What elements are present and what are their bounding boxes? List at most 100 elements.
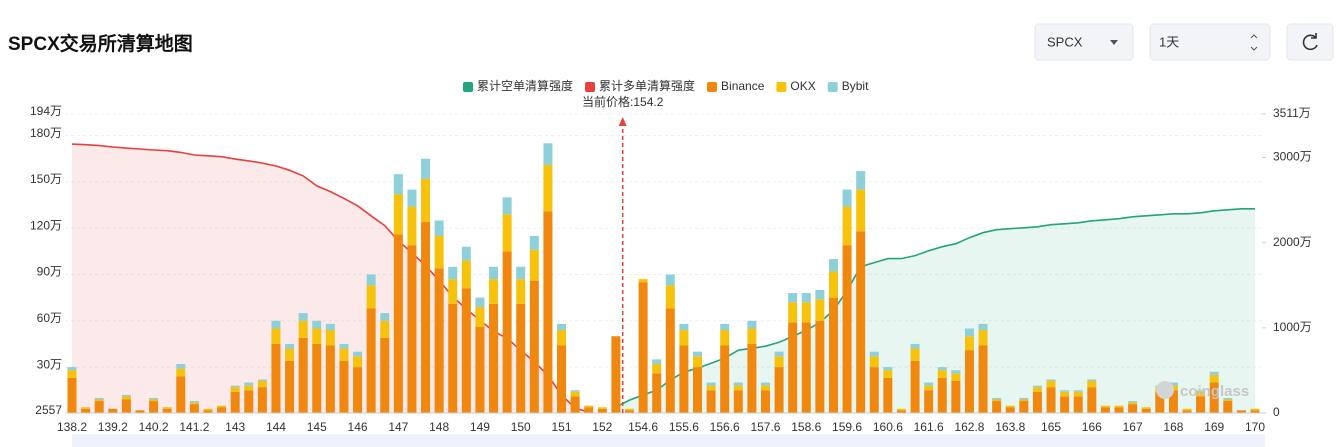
legend-label: Binance xyxy=(721,79,765,93)
refresh-button[interactable] xyxy=(1286,23,1334,61)
bar-segment xyxy=(1250,408,1260,411)
line-area xyxy=(615,208,1255,413)
bar-segment xyxy=(189,402,199,405)
bar-segment xyxy=(1223,399,1233,402)
bar-segment xyxy=(421,178,431,223)
areas xyxy=(72,144,1255,413)
watermark: coinglass xyxy=(1180,383,1249,400)
legend-item[interactable]: 累计空单清算强度 xyxy=(463,78,573,93)
y-tick-label: 180万 xyxy=(30,126,62,140)
bar-segment xyxy=(924,390,934,413)
bar-segment xyxy=(502,251,512,413)
bar-segment xyxy=(638,282,648,413)
bar-segment xyxy=(543,143,553,165)
x-tick-label: 158.6 xyxy=(791,420,821,434)
bar-segment xyxy=(543,164,553,212)
bar-segment xyxy=(856,189,866,232)
bar-segment xyxy=(883,370,893,378)
bar-segment xyxy=(801,322,811,413)
bar-segment xyxy=(217,407,227,413)
bar-segment xyxy=(883,367,893,371)
bar-segment xyxy=(842,245,852,413)
bar-segment xyxy=(94,397,104,400)
caret xyxy=(1250,34,1258,51)
bar-segment xyxy=(298,337,308,413)
bar-segment xyxy=(448,279,458,304)
bar-segment xyxy=(407,206,417,246)
price-arrow xyxy=(618,117,627,126)
bar-segment xyxy=(149,397,159,400)
symbol-select[interactable]: SPCX xyxy=(1034,23,1134,61)
bar-segment xyxy=(230,391,240,413)
bar-segment xyxy=(1141,408,1151,413)
bar-segment xyxy=(162,407,172,409)
interval-select[interactable]: 1天 xyxy=(1149,23,1271,61)
bar-segment xyxy=(529,235,539,250)
chart-title: SPCX交易所清算地图 xyxy=(8,32,193,55)
bar-segment xyxy=(1100,407,1110,413)
bar-segment xyxy=(788,302,798,323)
bar-segment xyxy=(448,266,458,280)
bar-segment xyxy=(543,211,553,413)
bar-segment xyxy=(584,405,594,408)
x-tick-label: 165 xyxy=(1041,420,1061,434)
legend-swatch xyxy=(776,82,787,92)
x-tick-label: 144 xyxy=(266,420,286,434)
bar-segment xyxy=(285,360,295,413)
bar-segment xyxy=(1087,387,1097,413)
bar-segment xyxy=(1032,385,1042,388)
x-tick-label: 157.6 xyxy=(750,420,780,434)
bar-segment xyxy=(992,401,1002,413)
bar-segment xyxy=(720,330,730,346)
bar-segment xyxy=(108,408,118,413)
bar-segment xyxy=(625,410,635,413)
bar-segment xyxy=(842,189,852,207)
x-tick-label: 167 xyxy=(1123,420,1143,434)
y-tick-label: 60万 xyxy=(37,311,62,325)
x-tick-label: 147 xyxy=(388,420,408,434)
bar-segment xyxy=(706,385,716,391)
bar-segment xyxy=(489,279,499,304)
range-slider[interactable] xyxy=(72,434,1265,447)
bar-segment xyxy=(978,345,988,413)
bar-segment xyxy=(1223,401,1233,413)
bar-segment xyxy=(815,299,825,321)
bar-segment xyxy=(1032,387,1042,392)
button-box[interactable] xyxy=(1286,23,1334,61)
bar-segment xyxy=(788,293,798,303)
bar-segment xyxy=(353,367,363,413)
bar-segment xyxy=(1073,391,1083,397)
line xyxy=(71,143,589,413)
select-box[interactable] xyxy=(1149,23,1271,61)
bar-segment xyxy=(1182,410,1192,413)
select-box[interactable] xyxy=(1034,23,1134,61)
x-tick-label: 148 xyxy=(429,420,449,434)
bar-segment xyxy=(951,373,961,381)
legend-item[interactable]: Binance xyxy=(707,79,765,93)
bar-segment xyxy=(407,245,417,413)
x-tick-label: 151 xyxy=(552,420,572,434)
legend-swatch xyxy=(463,82,473,92)
bar-segment xyxy=(421,222,431,413)
bar-segment xyxy=(475,306,485,327)
bar-segment xyxy=(733,390,743,413)
bar-segment xyxy=(149,401,159,413)
bar-segment xyxy=(366,308,376,413)
legend-item[interactable]: OKX xyxy=(776,79,816,93)
bar-segment xyxy=(325,323,335,331)
bar-segment xyxy=(1087,380,1097,388)
x-tick-label: 154.6 xyxy=(628,420,658,434)
bar-segment xyxy=(257,387,267,413)
bar-segment xyxy=(692,351,702,357)
legend-label: 累计空单清算强度 xyxy=(477,78,573,93)
select-value: SPCX xyxy=(1047,34,1083,49)
bar-segment xyxy=(1128,404,1138,413)
legend-item[interactable]: Bybit xyxy=(827,79,869,93)
bar-segment xyxy=(529,280,539,413)
line-area xyxy=(72,144,589,413)
bar-segment xyxy=(883,377,893,413)
y-tick-label: 120万 xyxy=(30,218,62,232)
bar-segment xyxy=(665,285,675,309)
legend-item[interactable]: 累计多单清算强度 xyxy=(585,78,695,93)
bar-segment xyxy=(978,323,988,331)
